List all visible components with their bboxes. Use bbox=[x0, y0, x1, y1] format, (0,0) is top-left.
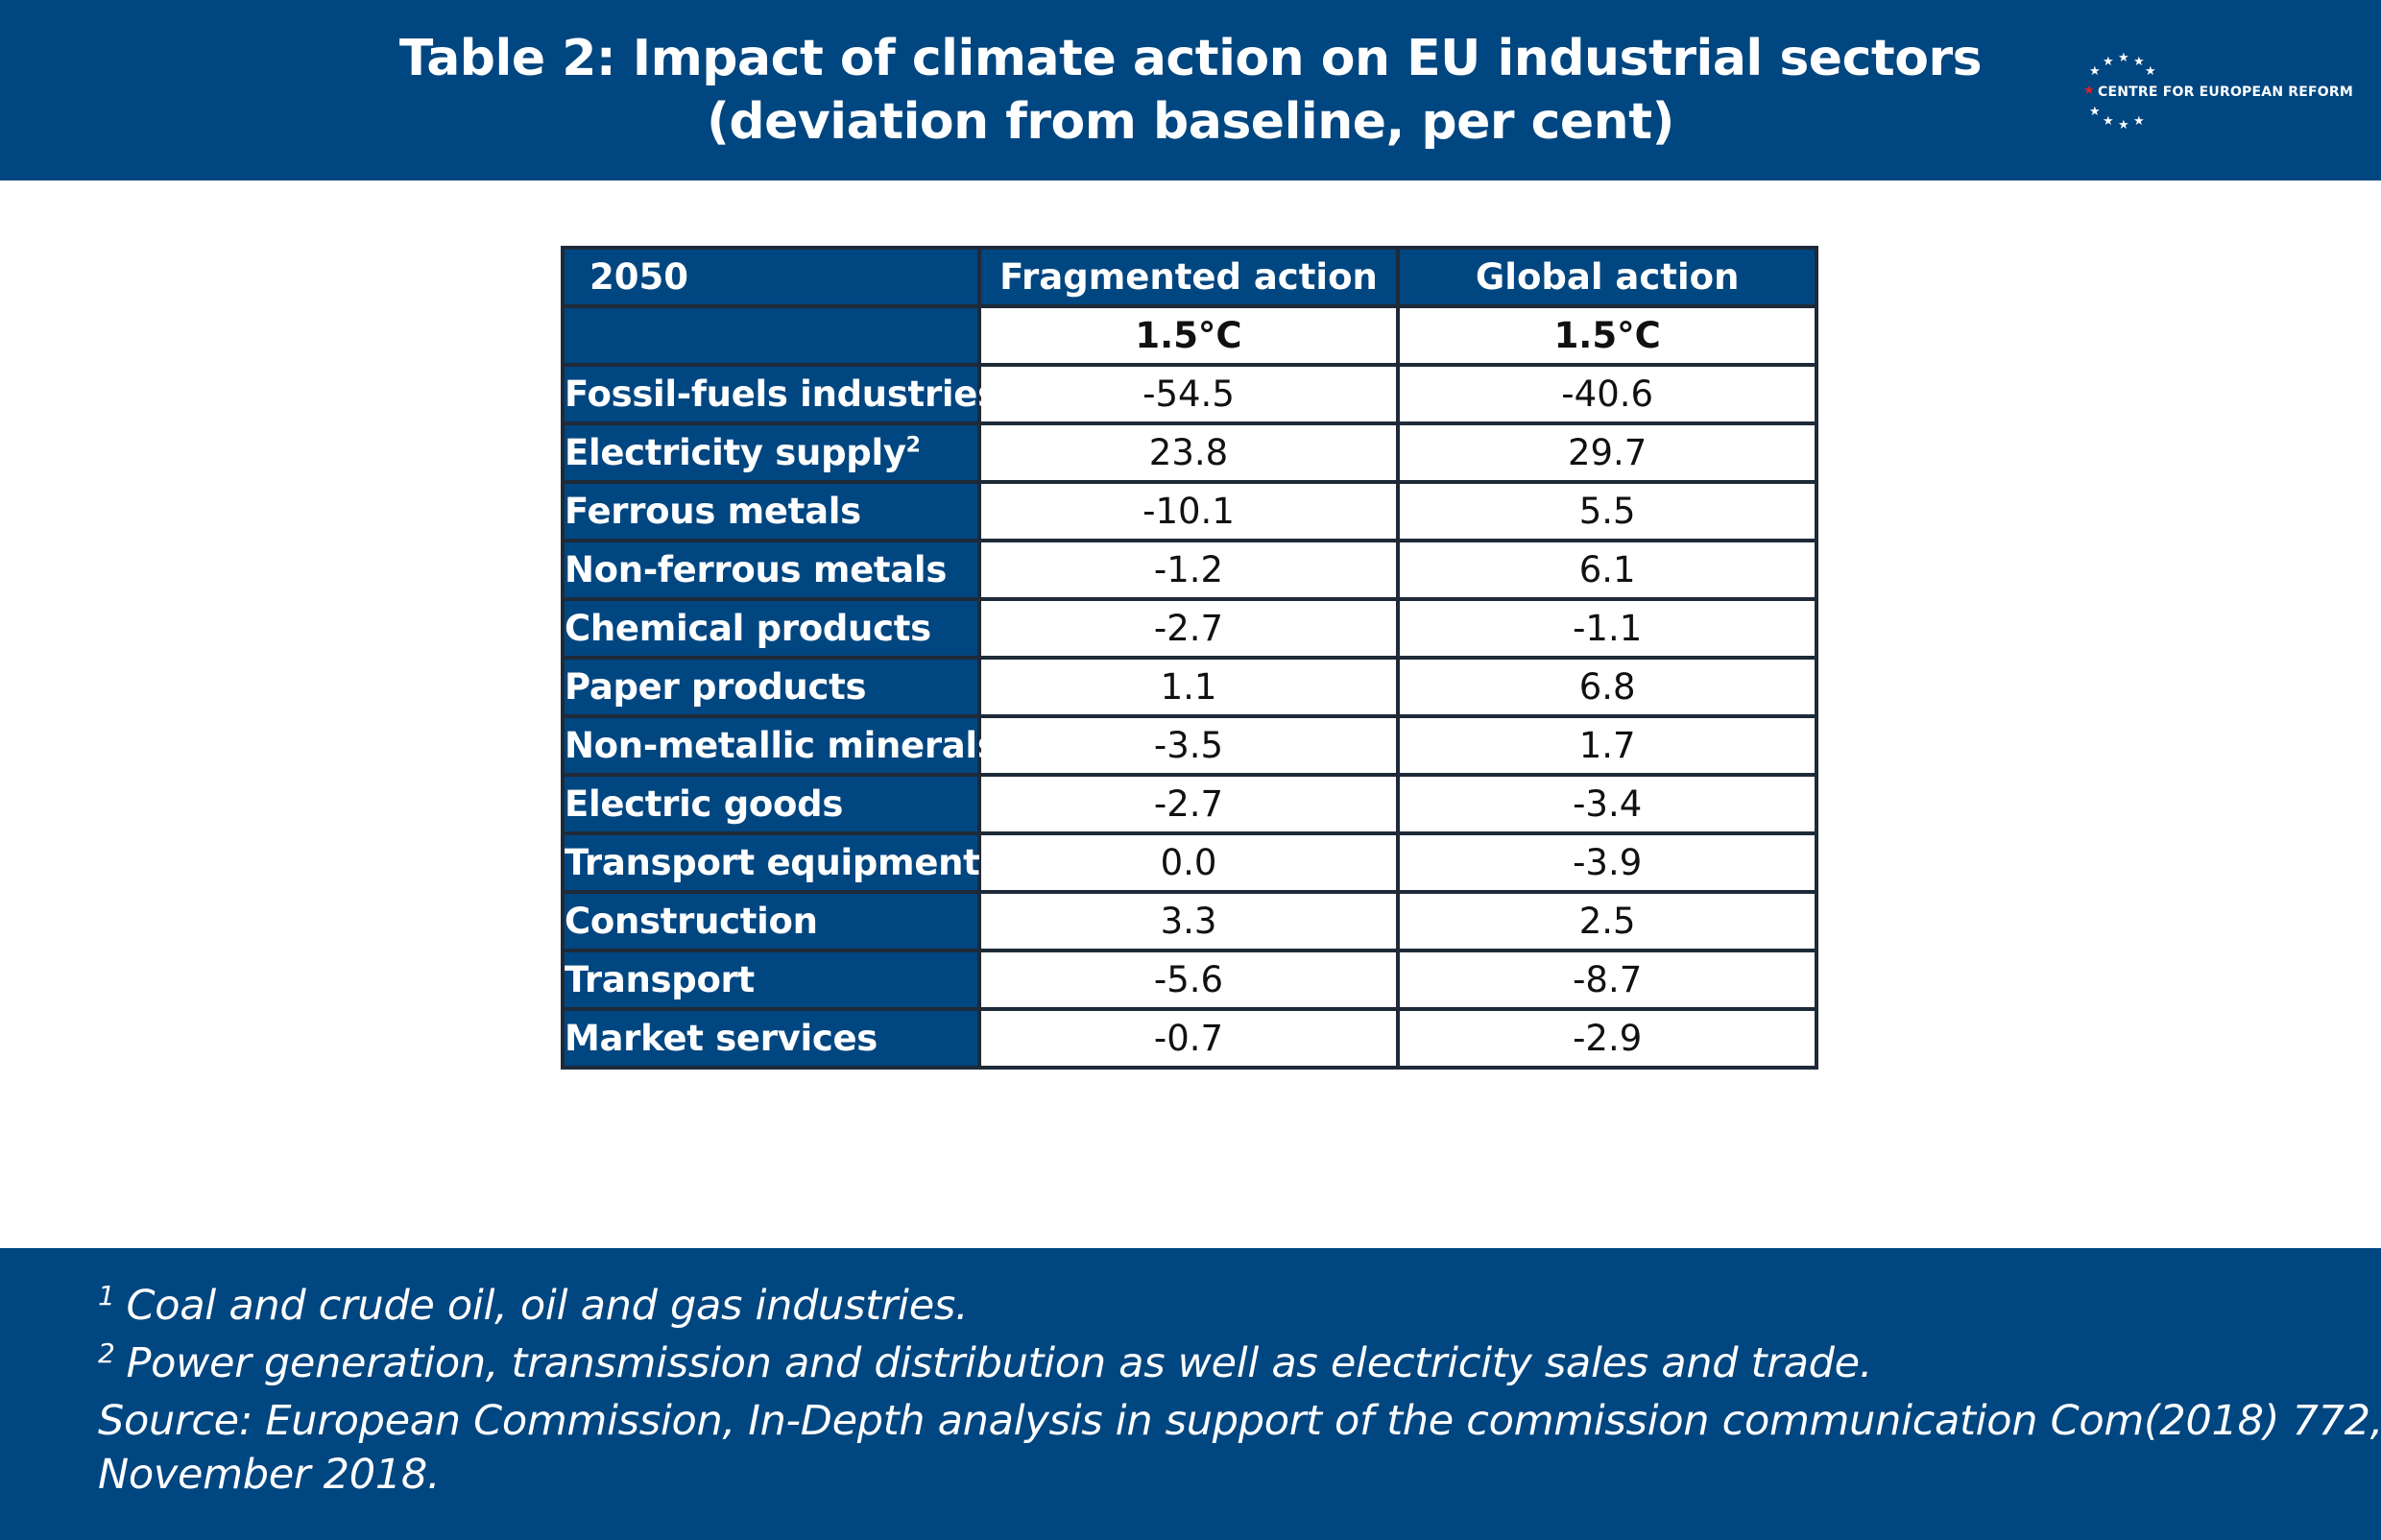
fragmented-value: -2.7 bbox=[976, 773, 1401, 835]
global-value: 5.5 bbox=[1396, 480, 1818, 542]
table-row: Electric goods -2.7 -3.4 bbox=[561, 773, 1818, 835]
source-line-2: November 2018. bbox=[98, 1451, 441, 1499]
title-line-1: Table 2: Impact of climate action on EU … bbox=[398, 30, 1983, 87]
row-label-text: Transport bbox=[565, 959, 755, 1000]
row-label: Transport equipment bbox=[561, 831, 981, 894]
row-label: Ferrous metals bbox=[561, 480, 981, 542]
logo-star-icon: ★ bbox=[2083, 84, 2095, 98]
table-row: Transport -5.6 -8.7 bbox=[561, 949, 1818, 1011]
global-temperature: 1.5°C bbox=[1396, 304, 1818, 367]
row-label: Fossil-fuels industries1 bbox=[561, 363, 1013, 425]
fragmented-value: -3.5 bbox=[976, 714, 1401, 777]
fragmented-value: 1.1 bbox=[976, 656, 1401, 718]
fragmented-value: -54.5 bbox=[976, 363, 1401, 425]
row-footnote-marker: 1 bbox=[998, 374, 1013, 399]
table-row: Paper products 1.1 6.8 bbox=[561, 656, 1818, 718]
fragmented-value: -0.7 bbox=[976, 1007, 1401, 1070]
row-label: Transport bbox=[561, 949, 981, 1011]
logo-star-icon: ★ bbox=[2089, 105, 2101, 119]
table-row: Market services -0.7 -2.9 bbox=[561, 1007, 1818, 1070]
page-title: Table 2: Impact of climate action on EU … bbox=[0, 27, 2381, 154]
row-label: Electricity supply2 bbox=[561, 421, 981, 484]
table-row: Construction 3.3 2.5 bbox=[561, 890, 1818, 952]
eu-stars-logo-icon: ★ ★ ★ ★ ★ ★ ★ ★ ★ ★ CENTRE FOR EUROPEAN … bbox=[2074, 51, 2353, 136]
footnote-2-marker: 2 bbox=[98, 1336, 115, 1369]
row-label-text: Electricity supply bbox=[565, 432, 906, 473]
fragmented-value: 0.0 bbox=[976, 831, 1401, 894]
empty-subheader-cell bbox=[561, 304, 981, 367]
footnote-2: 2 Power generation, transmission and dist… bbox=[98, 1336, 1872, 1390]
row-label-text: Ferrous metals bbox=[565, 491, 861, 532]
fragmented-value: 23.8 bbox=[976, 421, 1401, 484]
footnote-2-text: Power generation, transmission and distr… bbox=[126, 1339, 1873, 1387]
row-label-text: Non-metallic minerals bbox=[565, 725, 998, 766]
table-row: Chemical products -2.7 -1.1 bbox=[561, 597, 1818, 660]
logo-star-icon: ★ bbox=[2133, 55, 2145, 69]
global-value: 6.1 bbox=[1396, 539, 1818, 601]
row-label: Market services bbox=[561, 1007, 981, 1070]
row-label-text: Fossil-fuels industries bbox=[565, 373, 998, 415]
row-footnote-marker: 2 bbox=[905, 433, 921, 458]
logo-text: CENTRE FOR EUROPEAN REFORM bbox=[2098, 84, 2354, 100]
global-value: 2.5 bbox=[1396, 890, 1818, 952]
fragmented-temperature: 1.5°C bbox=[976, 304, 1401, 367]
table-row: Ferrous metals -10.1 5.5 bbox=[561, 480, 1818, 542]
global-value: -2.9 bbox=[1396, 1007, 1818, 1070]
table-body: Fossil-fuels industries1 -54.5 -40.6 Electr… bbox=[561, 363, 1818, 1070]
table-row: Fossil-fuels industries1 -54.5 -40.6 bbox=[561, 363, 1818, 425]
header-banner: Table 2: Impact of climate action on EU … bbox=[0, 0, 2381, 180]
logo-star-icon: ★ bbox=[2133, 114, 2145, 129]
global-value: -3.9 bbox=[1396, 831, 1818, 894]
row-label-text: Market services bbox=[565, 1018, 878, 1059]
global-value: 6.8 bbox=[1396, 656, 1818, 718]
impact-table: 2050 Fragmented action Global action 1.5… bbox=[561, 246, 1818, 1070]
row-label-text: Electric goods bbox=[565, 783, 844, 825]
source-line-1: Source: European Commission, In-Depth an… bbox=[98, 1397, 2381, 1445]
row-label: Non-ferrous metals bbox=[561, 539, 981, 601]
logo-star-icon: ★ bbox=[2103, 55, 2114, 69]
global-action-header: Global action bbox=[1396, 246, 1818, 308]
row-label-text: Non-ferrous metals bbox=[565, 549, 948, 590]
row-label: Non-metallic minerals bbox=[561, 714, 998, 777]
year-header: 2050 bbox=[561, 246, 981, 308]
footnote-1-marker: 1 bbox=[98, 1279, 115, 1311]
fragmented-value: -10.1 bbox=[976, 480, 1401, 542]
footer-notes: 1 Coal and crude oil, oil and gas industr… bbox=[0, 1248, 2381, 1540]
global-value: -1.1 bbox=[1396, 597, 1818, 660]
global-value: 29.7 bbox=[1396, 421, 1818, 484]
row-label-text: Construction bbox=[565, 901, 818, 942]
logo-star-icon: ★ bbox=[2118, 51, 2129, 65]
table-row: Transport equipment 0.0 -3.9 bbox=[561, 831, 1818, 894]
row-label-text: Paper products bbox=[565, 666, 867, 708]
fragmented-value: -2.7 bbox=[976, 597, 1401, 660]
table-header-row: 2050 Fragmented action Global action bbox=[561, 246, 1818, 308]
logo-star-icon: ★ bbox=[2103, 114, 2114, 129]
table-row: Electricity supply2 23.8 29.7 bbox=[561, 421, 1818, 484]
table-row: Non-metallic minerals -3.5 1.7 bbox=[561, 714, 1818, 777]
fragmented-action-header: Fragmented action bbox=[976, 246, 1401, 308]
fragmented-value: 3.3 bbox=[976, 890, 1401, 952]
fragmented-value: -1.2 bbox=[976, 539, 1401, 601]
global-value: -3.4 bbox=[1396, 773, 1818, 835]
footnote-1: 1 Coal and crude oil, oil and gas industr… bbox=[98, 1279, 969, 1333]
row-label: Chemical products bbox=[561, 597, 981, 660]
global-value: -40.6 bbox=[1396, 363, 1818, 425]
row-label: Construction bbox=[561, 890, 981, 952]
footnote-1-text: Coal and crude oil, oil and gas industri… bbox=[126, 1282, 969, 1330]
logo-star-icon: ★ bbox=[2118, 118, 2129, 132]
logo-star-icon: ★ bbox=[2089, 64, 2101, 79]
title-line-2: (deviation from baseline, per cent) bbox=[707, 93, 1674, 151]
row-label: Electric goods bbox=[561, 773, 981, 835]
row-label-text: Chemical products bbox=[565, 608, 931, 649]
global-value: 1.7 bbox=[1396, 714, 1818, 777]
global-value: -8.7 bbox=[1396, 949, 1818, 1011]
row-label-text: Transport equipment bbox=[565, 842, 980, 883]
fragmented-value: -5.6 bbox=[976, 949, 1401, 1011]
row-label: Paper products bbox=[561, 656, 981, 718]
logo-star-icon: ★ bbox=[2145, 64, 2156, 79]
table-row: Non-ferrous metals -1.2 6.1 bbox=[561, 539, 1818, 601]
temperature-subheader-row: 1.5°C 1.5°C bbox=[561, 304, 1818, 367]
